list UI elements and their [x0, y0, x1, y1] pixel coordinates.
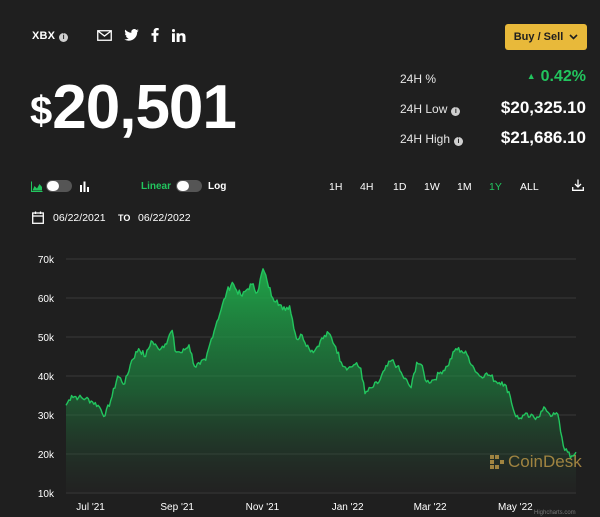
range-1m[interactable]: 1M [457, 181, 472, 193]
bar-chart-icon[interactable] [79, 179, 90, 197]
stat-label: 24H Low i [400, 102, 461, 116]
price-value: 20,501 [52, 73, 237, 142]
x-tick-label: Mar '22 [414, 502, 447, 513]
up-arrow-icon: ▲ [526, 71, 536, 81]
price-chart-svg: 10k 20k 30k 40k 50k 60k 70k Jul '21 Sep '21 Nov '… [38, 255, 577, 513]
chart-controls: Linear Log 1H 4H 1D 1W 1M 1Y ALL [0, 176, 600, 198]
x-tick-label: May '22 [498, 502, 533, 513]
coindesk-watermark: CoinDesk [490, 452, 582, 472]
y-tick-label: 10k [38, 489, 55, 500]
current-price: $20,501 [30, 72, 237, 143]
y-tick-label: 60k [38, 294, 55, 305]
stat-24h-change: 24H % ▲ 0.42% [400, 66, 590, 96]
range-1w[interactable]: 1W [424, 181, 440, 193]
highcharts-credit[interactable]: Highcharts.com [534, 510, 576, 516]
buy-sell-button[interactable]: Buy / Sell [505, 24, 587, 50]
watermark-text: CoinDesk [508, 452, 582, 471]
y-tick-label: 40k [38, 372, 55, 383]
linkedin-icon[interactable] [170, 26, 188, 44]
area-chart-icon[interactable] [31, 179, 43, 197]
stat-label: 24H % [400, 72, 437, 86]
range-4h[interactable]: 4H [360, 181, 374, 193]
info-icon[interactable]: i [454, 137, 464, 146]
asset-ticker: XBX i [32, 30, 69, 42]
ticker-label: XBX [32, 30, 56, 42]
info-icon[interactable]: i [59, 33, 69, 42]
chevron-down-icon [569, 32, 578, 42]
toggle-knob [47, 181, 59, 191]
twitter-icon[interactable] [122, 26, 140, 44]
range-all[interactable]: ALL [520, 181, 539, 193]
x-tick-label: Jan '22 [332, 502, 364, 513]
scale-log-label[interactable]: Log [208, 181, 227, 192]
stat-24h-high: 24H High i $21,686.10 [400, 126, 590, 156]
stat-label-text: 24H High [400, 132, 451, 146]
date-to-input[interactable]: 06/22/2022 [138, 212, 191, 224]
stat-label-text: 24H Low [400, 102, 448, 116]
coindesk-logo-icon [490, 455, 504, 469]
calendar-icon[interactable] [32, 211, 44, 229]
scale-linear-label[interactable]: Linear [141, 181, 172, 192]
download-icon[interactable] [572, 178, 584, 196]
chart-type-toggle[interactable] [46, 180, 72, 192]
stat-value: $21,686.10 [500, 128, 586, 147]
price-area-fill [66, 268, 576, 493]
stat-value-text: 0.42% [540, 68, 586, 85]
stats-panel: 24H % ▲ 0.42% 24H Low i $20,325.10 24H Hig… [400, 66, 590, 156]
toggle-knob [177, 181, 189, 191]
price-currency: $ [30, 89, 53, 133]
x-tick-label: Sep '21 [160, 502, 194, 513]
date-to-label: TO [118, 213, 131, 223]
range-1y[interactable]: 1Y [489, 181, 502, 193]
x-tick-label: Jul '21 [76, 502, 105, 513]
price-series-line[interactable] [65, 268, 577, 459]
price-chart: 10k 20k 30k 40k 50k 60k 70k Jul '21 Sep '21 Nov '… [0, 245, 600, 517]
y-tick-label: 30k [38, 411, 55, 422]
header-bar: XBX i Buy / Sell [0, 0, 600, 70]
y-tick-label: 70k [38, 255, 55, 266]
stat-value: $20,325.10 [500, 98, 586, 117]
stat-value: ▲ 0.42% [527, 68, 586, 86]
email-icon[interactable] [95, 26, 113, 44]
x-tick-label: Nov '21 [246, 502, 280, 513]
info-icon[interactable]: i [451, 107, 461, 116]
range-1d[interactable]: 1D [393, 181, 407, 193]
date-from-input[interactable]: 06/22/2021 [53, 212, 106, 224]
stat-24h-low: 24H Low i $20,325.10 [400, 96, 590, 126]
facebook-icon[interactable] [146, 26, 164, 44]
range-1h[interactable]: 1H [329, 181, 343, 193]
stat-label: 24H High i [400, 132, 464, 146]
y-tick-label: 20k [38, 450, 55, 461]
buy-sell-label: Buy / Sell [513, 31, 564, 43]
y-tick-label: 50k [38, 333, 55, 344]
date-range-bar: 06/22/2021 TO 06/22/2022 [0, 207, 600, 229]
scale-toggle[interactable] [176, 180, 202, 192]
